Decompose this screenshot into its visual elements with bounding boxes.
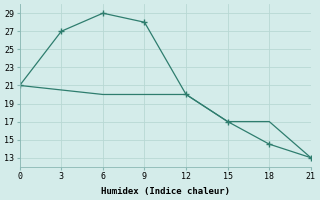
X-axis label: Humidex (Indice chaleur): Humidex (Indice chaleur)	[101, 187, 230, 196]
